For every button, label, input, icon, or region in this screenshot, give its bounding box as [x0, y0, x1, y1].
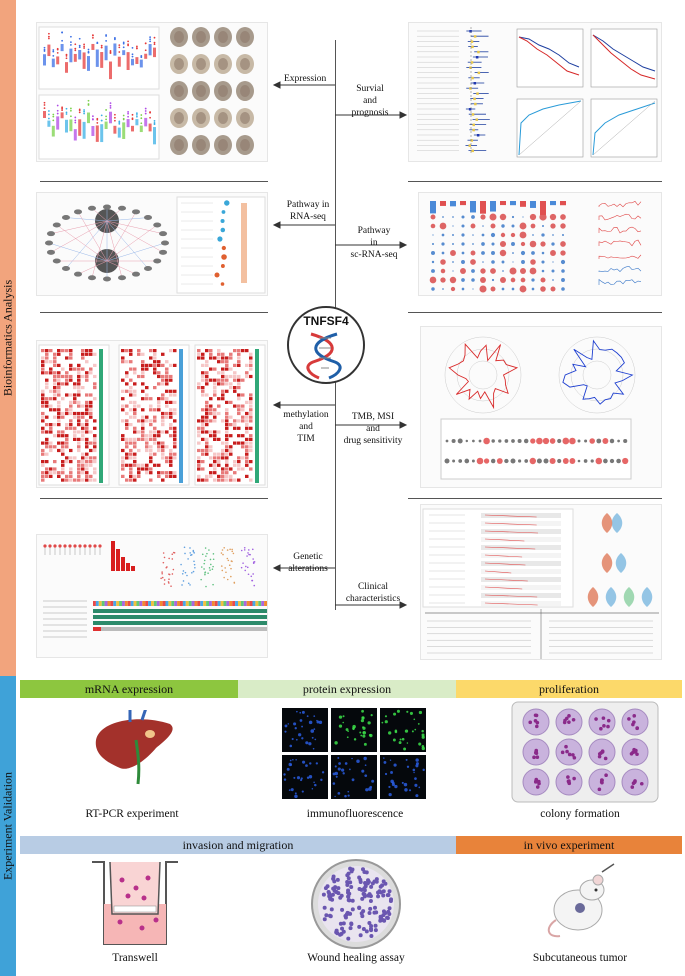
label-survival: Survial and prognosis — [351, 84, 389, 118]
genetic-figure — [43, 541, 267, 638]
row-divider-3l — [40, 498, 268, 499]
tmb-panel — [420, 326, 662, 488]
bar-invivo: in vivo experiment — [456, 836, 682, 854]
branch-arrows — [272, 81, 408, 609]
genetic-panel — [36, 534, 268, 658]
methylation-heatmaps — [38, 344, 266, 486]
expression-panel — [36, 22, 268, 162]
tmb-figure — [440, 336, 636, 480]
colony-plate-icon — [511, 701, 659, 803]
bar-protein: protein expression — [238, 680, 456, 698]
methylation-panel — [36, 340, 268, 488]
label-expression: Expression — [284, 74, 327, 84]
caption-wound: Wound healing assay — [307, 952, 405, 964]
caption-if: immunofluorescence — [306, 808, 404, 820]
clinical-panel — [420, 504, 662, 660]
label-tmb: TMB, MSI and drug sensitivity — [343, 412, 403, 446]
transwell-icon — [92, 861, 178, 945]
label-pathway-rna: Pathway in RNA-seq — [286, 200, 330, 222]
if-images — [282, 708, 428, 800]
dna-icon — [306, 332, 342, 380]
expression-figure — [38, 26, 254, 160]
caption-transwell: Transwell — [112, 952, 158, 964]
label-clinical: Clinical characteristics — [345, 582, 401, 604]
pathway-sc-figure — [429, 200, 642, 293]
bar-proliferation: proliferation — [456, 680, 682, 698]
label-genetic: Genetic alterations — [288, 552, 328, 574]
survival-panel — [408, 22, 662, 162]
wound-dish-icon — [311, 859, 401, 949]
bioinformatics-band: Bioinformatics Analysis — [0, 0, 16, 676]
row-divider-2l — [40, 312, 268, 313]
experiment-band: Experiment Validation — [0, 676, 16, 976]
clinical-figure — [422, 508, 659, 659]
label-pathway-sc: Pathway in sc-RNA-seq — [350, 226, 398, 260]
liver-icon — [95, 710, 173, 785]
caption-tumor: Subcutaneous tumor — [532, 952, 628, 964]
experiment-label: Experiment Validation — [0, 771, 15, 881]
bar-invasion: invasion and migration — [20, 836, 456, 854]
row-divider-1r — [408, 181, 662, 182]
row-divider-2r — [408, 312, 662, 313]
center-gene-title: TNFSF4 — [303, 314, 349, 328]
caption-colony: colony formation — [540, 808, 620, 820]
survival-figure — [417, 27, 658, 158]
row-divider-1l — [40, 181, 268, 182]
center-gene-node: TNFSF4 — [287, 306, 365, 384]
bar-mrna: mRNA expression — [20, 680, 238, 698]
pathway-rna-panel — [36, 192, 268, 296]
caption-rtpcr: RT-PCR experiment — [85, 808, 179, 820]
pathway-sc-panel — [418, 192, 662, 296]
pathway-rna-figure — [45, 196, 266, 294]
bioinformatics-label: Bioinformatics Analysis — [0, 279, 15, 397]
mouse-icon — [547, 863, 615, 938]
row-divider-3r — [408, 498, 662, 499]
label-methylation: methylation and TIM — [283, 410, 329, 444]
